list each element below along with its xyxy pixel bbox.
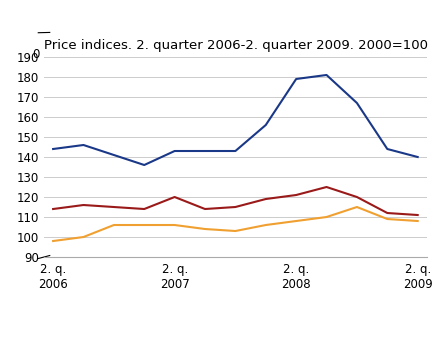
Text: Price indices. 2. quarter 2006-2. quarter 2009. 2000=100: Price indices. 2. quarter 2006-2. quarte… — [44, 39, 428, 52]
Legend: Imports excl.
ships and
oil platforms, Exports excl.
crude oil and
natural gas, : Imports excl. ships and oil platforms, E… — [69, 74, 402, 108]
